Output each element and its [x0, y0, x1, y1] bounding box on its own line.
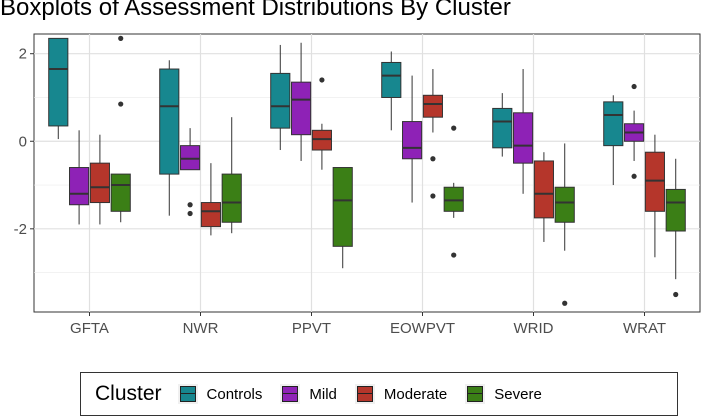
legend-key-controls	[177, 384, 198, 404]
x-tick-label-ppvt: PPVT	[292, 320, 331, 337]
legend: Cluster Controls Mild Moderate Severe	[80, 372, 678, 416]
x-tick-label-wrid: WRID	[514, 320, 554, 337]
box-severe-wrat	[665, 158, 686, 298]
legend-entry-controls: Controls	[177, 384, 263, 404]
outlier-point	[319, 77, 325, 83]
box-mild-eowpvt	[402, 75, 423, 203]
boxplot-chart: -2 0 2 GFTA NWR PPVT EOWPVT WRID WRAT	[14, 33, 701, 337]
y-tick-label: 2	[19, 46, 27, 63]
box-severe-ppvt	[332, 167, 353, 269]
box-mild-wrat	[624, 83, 645, 179]
plot-panel	[33, 33, 701, 313]
box-severe-gfta	[110, 35, 131, 223]
legend-entry-moderate: Moderate	[354, 384, 448, 404]
box-layer	[48, 35, 686, 306]
outlier-point	[430, 156, 436, 162]
legend-key-mild	[280, 384, 301, 404]
iqr-box	[69, 167, 90, 206]
outlier-point	[451, 252, 457, 258]
iqr-box	[332, 167, 353, 247]
iqr-box	[422, 94, 443, 118]
y-tick-label: -2	[14, 221, 27, 238]
legend-entry-severe: Severe	[465, 384, 542, 404]
outlier-point	[187, 210, 193, 217]
iqr-box	[603, 101, 624, 147]
box-moderate-ppvt	[311, 77, 332, 170]
outlier-point	[118, 101, 124, 107]
outlier-point	[118, 35, 124, 41]
grid-layer	[33, 33, 701, 313]
iqr-box	[492, 107, 513, 149]
outlier-point	[187, 202, 193, 208]
box-controls-wrat	[603, 95, 624, 186]
box-moderate-eowpvt	[422, 69, 443, 199]
iqr-box	[221, 173, 242, 223]
x-tick-label-gfta: GFTA	[70, 320, 109, 337]
legend-label-mild: Mild	[309, 385, 337, 403]
axis-layer: -2 0 2 GFTA NWR PPVT EOWPVT WRID WRAT	[14, 46, 666, 337]
box-moderate-gfta	[89, 134, 110, 225]
box-severe-wrid	[554, 143, 575, 306]
outlier-point	[562, 300, 568, 306]
iqr-box	[200, 202, 221, 228]
x-tick-label-nwr: NWR	[183, 320, 219, 337]
iqr-box	[644, 151, 665, 212]
box-mild-gfta	[69, 130, 90, 225]
iqr-box	[665, 188, 686, 232]
box-moderate-wrid	[533, 152, 554, 242]
chart-title: Boxplots of Assessment Distributions By …	[0, 0, 511, 21]
legend-label-moderate: Moderate	[383, 385, 448, 403]
box-moderate-nwr	[200, 163, 221, 236]
iqr-box	[381, 61, 402, 98]
outlier-point	[673, 291, 679, 298]
legend-title: Cluster	[95, 382, 162, 405]
iqr-box	[513, 112, 534, 164]
iqr-box	[89, 162, 110, 204]
outlier-point	[631, 83, 637, 90]
outlier-point	[430, 193, 436, 199]
legend-label-controls: Controls	[206, 385, 263, 403]
iqr-box	[554, 186, 575, 223]
legend-entry-mild: Mild	[280, 384, 337, 404]
iqr-box	[533, 160, 554, 219]
y-tick-label: 0	[19, 133, 27, 150]
iqr-box	[402, 121, 423, 160]
box-controls-gfta	[48, 37, 69, 140]
box-severe-nwr	[221, 117, 242, 234]
iqr-box	[311, 129, 332, 151]
iqr-box	[159, 68, 180, 175]
box-controls-eowpvt	[381, 51, 402, 131]
x-tick-label-wrat: WRAT	[623, 320, 666, 337]
box-controls-wrid	[492, 93, 513, 157]
outlier-point	[451, 125, 457, 131]
iqr-box	[180, 145, 201, 171]
box-controls-ppvt	[270, 44, 291, 151]
legend-label-severe: Severe	[494, 385, 542, 403]
box-mild-wrid	[513, 69, 534, 194]
box-mild-ppvt	[291, 42, 312, 161]
box-controls-nwr	[159, 60, 180, 216]
legend-key-moderate	[354, 384, 375, 404]
outlier-point	[631, 173, 637, 179]
box-mild-nwr	[180, 128, 201, 217]
legend-key-severe	[465, 384, 486, 404]
iqr-box	[291, 81, 312, 136]
iqr-box	[48, 37, 69, 127]
box-moderate-wrat	[644, 134, 665, 258]
box-severe-eowpvt	[443, 125, 464, 258]
iqr-box	[270, 72, 291, 129]
iqr-box	[443, 186, 464, 212]
x-tick-label-eowpvt: EOWPVT	[390, 320, 455, 337]
iqr-box	[110, 173, 131, 212]
